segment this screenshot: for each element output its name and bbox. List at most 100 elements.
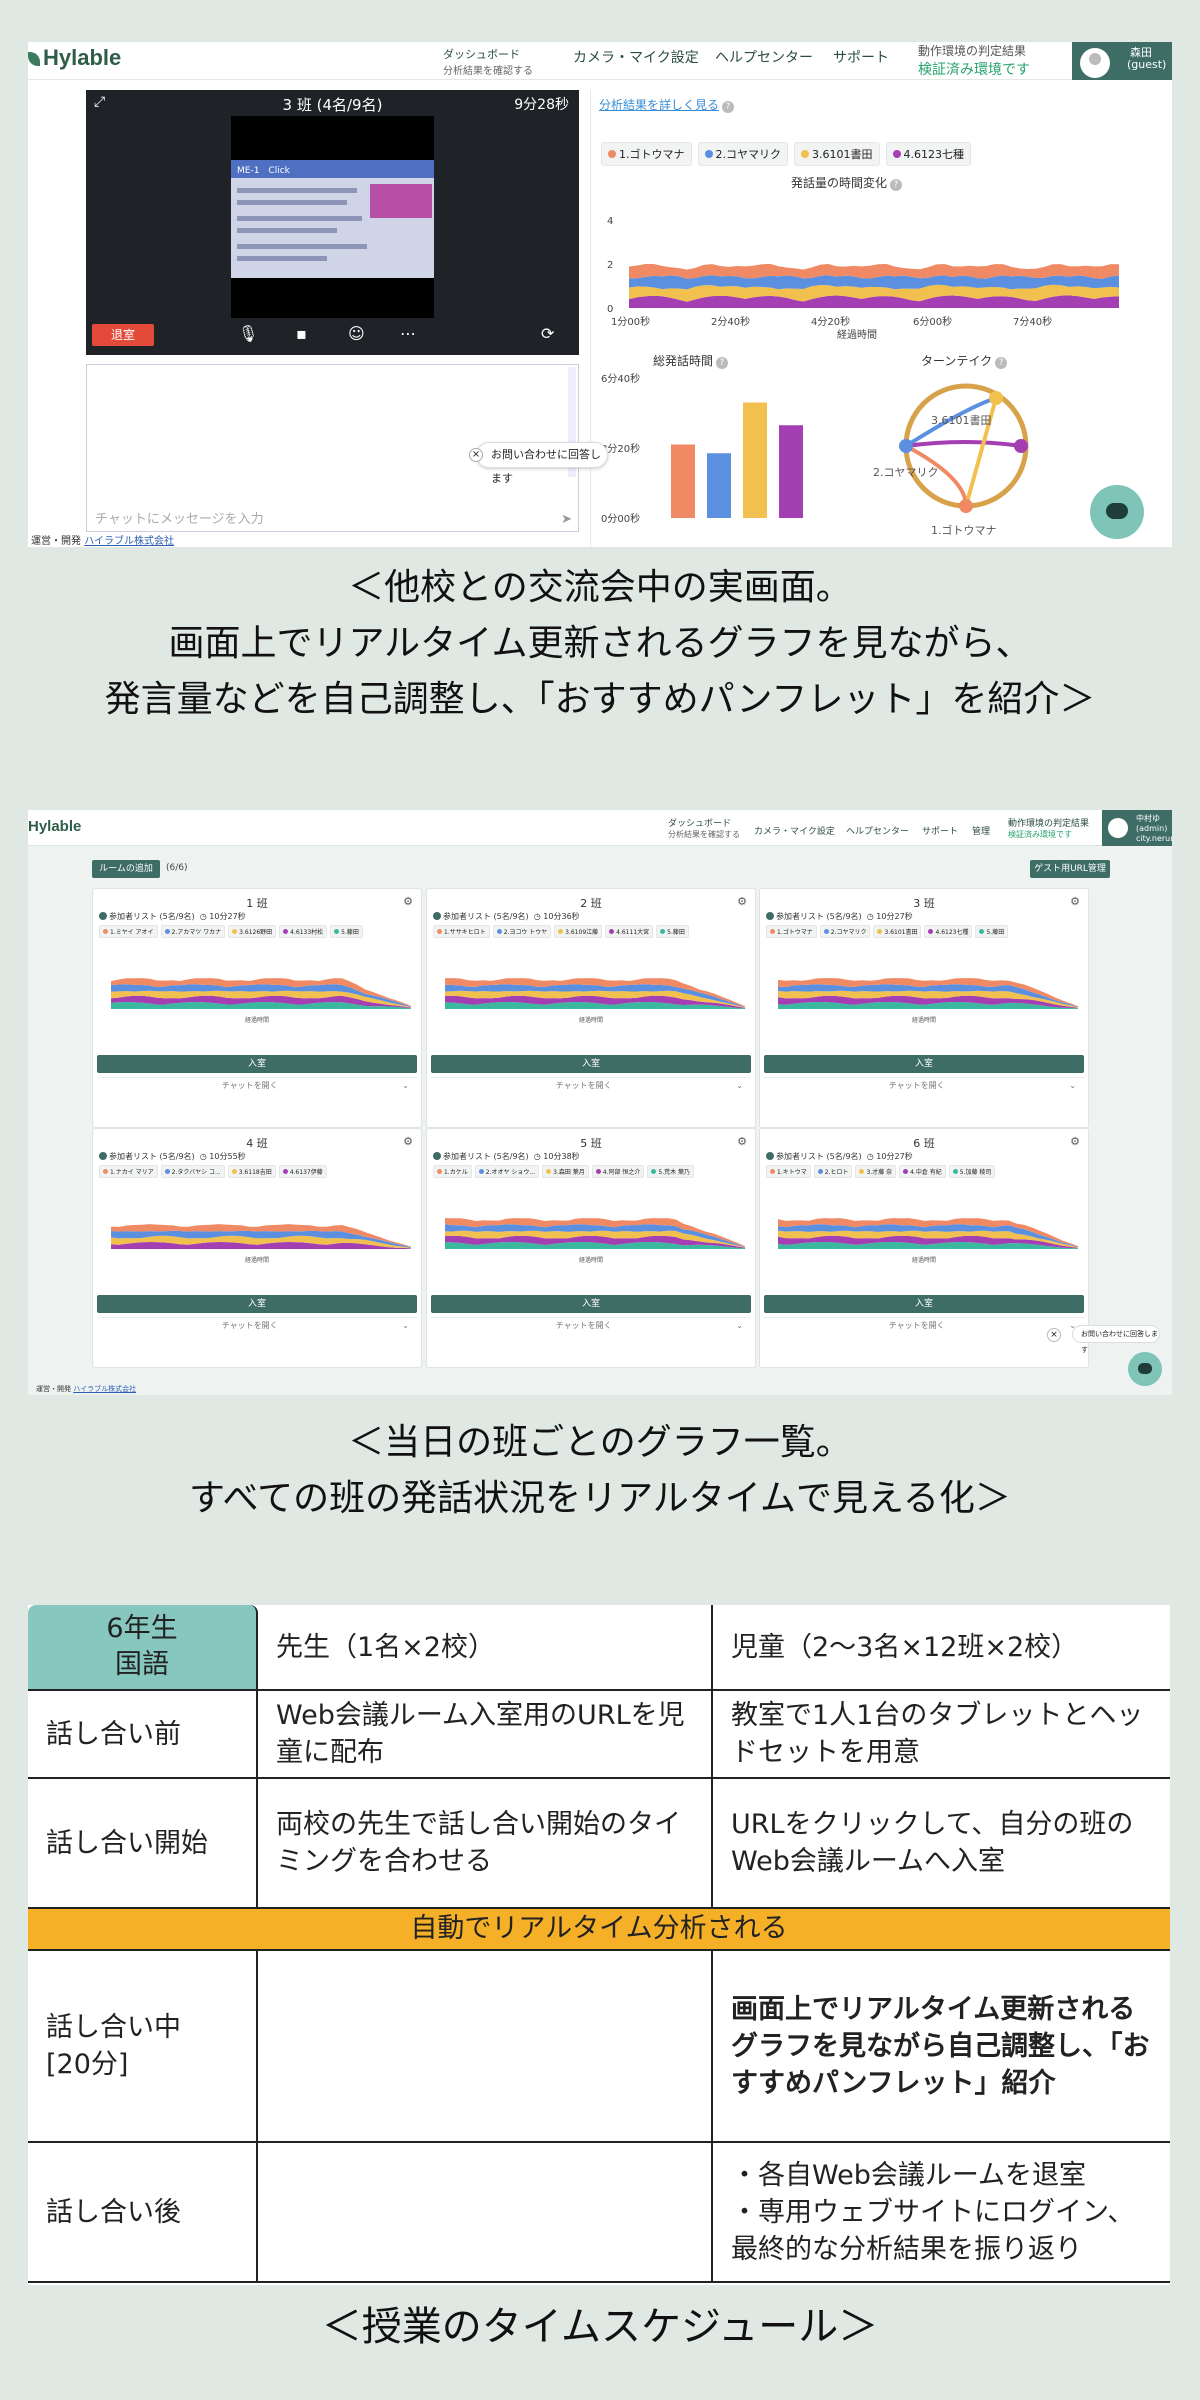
close-icon[interactable]: × bbox=[1047, 1328, 1061, 1342]
member-chip[interactable]: 3.6109江藤 bbox=[554, 925, 603, 938]
open-chat-toggle[interactable]: チャットを開く ⌄ bbox=[431, 1077, 751, 1093]
enter-room-button[interactable]: 入室 bbox=[97, 1295, 417, 1313]
gear-icon[interactable]: ⚙ bbox=[1070, 1135, 1080, 1148]
company-link[interactable]: ハイラブル株式会社 bbox=[84, 536, 174, 547]
gear-icon[interactable]: ⚙ bbox=[403, 1135, 413, 1148]
member-chip[interactable]: 3.森田 葉月 bbox=[542, 1165, 589, 1178]
nav-camera-mic[interactable]: カメラ・マイク設定 bbox=[573, 50, 699, 66]
member-chip[interactable]: 5.藤田 bbox=[975, 925, 1009, 938]
member-chip[interactable]: 4.6133村松 bbox=[279, 925, 328, 938]
member-chip[interactable]: 3.6118吉田 bbox=[227, 1165, 276, 1178]
x-tick-label: 2分40秒 bbox=[711, 315, 750, 328]
open-chat-toggle[interactable]: チャットを開く ⌄ bbox=[764, 1077, 1084, 1093]
emoji-icon[interactable]: ☺ bbox=[348, 324, 365, 343]
member-chip[interactable]: 1.ゴトウマナ bbox=[766, 925, 817, 938]
camera-off-icon[interactable]: ▪ bbox=[296, 324, 307, 343]
enter-room-button[interactable]: 入室 bbox=[431, 1295, 751, 1313]
help-icon[interactable]: ? bbox=[995, 357, 1008, 369]
nav-camera-mic[interactable]: カメラ・マイク設定 bbox=[754, 827, 835, 837]
chat-scrollbar[interactable] bbox=[568, 367, 576, 477]
gear-icon[interactable]: ⚙ bbox=[737, 895, 747, 908]
nav-help-center[interactable]: ヘルプセンター bbox=[715, 50, 813, 66]
nav-dashboard[interactable]: ダッシュボード 分析結果を確認する bbox=[668, 819, 740, 839]
member-chip[interactable]: 5.藤田 bbox=[656, 925, 689, 938]
company-link[interactable]: ハイラブル株式会社 bbox=[73, 1385, 137, 1393]
member-chip[interactable]: 2.オオヤ ショウ... bbox=[474, 1165, 540, 1178]
user-menu[interactable]: 中村ゆ (admin) city.nerumo bbox=[1102, 810, 1172, 846]
member-chip[interactable]: 4.6111大宮 bbox=[605, 925, 654, 938]
member-chip[interactable]: 2.タクバヤシ コ... bbox=[160, 1165, 225, 1178]
gear-icon[interactable]: ⚙ bbox=[403, 895, 413, 908]
x-axis-label: 経過時間 bbox=[578, 1017, 603, 1024]
nav-help-center[interactable]: ヘルプセンター bbox=[846, 827, 910, 837]
help-icon[interactable]: ? bbox=[722, 101, 735, 113]
member-chip[interactable]: 5.加藤 稜司 bbox=[948, 1165, 996, 1178]
member-chip[interactable]: 1.キトウマ bbox=[766, 1165, 811, 1178]
teacher-header: 先生（1名×2校） bbox=[258, 1605, 713, 1691]
inquiry-bubble[interactable]: お問い合わせに回答します bbox=[1072, 1325, 1160, 1354]
member-chip[interactable]: 1.ササキヒロト bbox=[433, 925, 490, 938]
chat-support-button[interactable] bbox=[1090, 485, 1144, 539]
nav-dashboard[interactable]: ダッシュボード 分析結果を確認する bbox=[443, 48, 533, 77]
legend-item[interactable]: 4.6123七種 bbox=[885, 142, 971, 166]
member-chip[interactable]: 2.ヨコウ トウヤ bbox=[492, 925, 552, 938]
nav-admin[interactable]: 管理 bbox=[972, 827, 991, 837]
legend-item[interactable]: 2.コヤマリク bbox=[697, 142, 788, 166]
member-chip[interactable]: 4.6123七種 bbox=[924, 925, 973, 938]
member-chip[interactable]: 4.6137伊藤 bbox=[278, 1165, 327, 1178]
open-chat-toggle[interactable]: チャットを開く ⌄ bbox=[431, 1317, 751, 1333]
turn-taking-title: ターンテイク? bbox=[921, 352, 1008, 369]
gear-icon[interactable]: ⚙ bbox=[737, 1135, 747, 1148]
environment-status[interactable]: 動作環境の判定結果 検証済み環境です bbox=[1008, 819, 1090, 839]
inquiry-bubble[interactable]: × お問い合わせに回答します bbox=[469, 442, 608, 485]
enter-room-button[interactable]: 入室 bbox=[431, 1055, 751, 1073]
send-icon[interactable]: ➤ bbox=[561, 512, 572, 527]
legend-item[interactable]: 3.6101書田 bbox=[794, 142, 880, 166]
help-icon[interactable]: ? bbox=[716, 357, 729, 369]
open-chat-toggle[interactable]: チャットを開く ⌄ bbox=[97, 1317, 417, 1333]
nav-support[interactable]: サポート bbox=[922, 827, 959, 837]
member-chip[interactable]: 5.荒木 葉乃 bbox=[647, 1165, 695, 1178]
open-chat-toggle[interactable]: チャットを開く ⌄ bbox=[764, 1317, 1084, 1333]
mic-off-icon[interactable]: 🎙 bbox=[238, 324, 259, 343]
leave-button[interactable]: 退室 bbox=[92, 324, 154, 346]
member-chip[interactable]: 1.カケル bbox=[433, 1165, 472, 1178]
x-axis-label: 経過時間 bbox=[578, 1257, 603, 1264]
member-chip[interactable]: 4.中倉 有紀 bbox=[899, 1165, 946, 1178]
member-chip[interactable]: 3.6101書田 bbox=[873, 925, 922, 938]
gear-icon[interactable]: ⚙ bbox=[1070, 895, 1080, 908]
member-chip[interactable]: 4.阿部 恒之介 bbox=[591, 1165, 645, 1178]
legend-item[interactable]: 1.ゴトウマナ bbox=[601, 142, 692, 166]
hylable-logo[interactable]: Hylable bbox=[28, 45, 121, 71]
nav-support[interactable]: サポート bbox=[833, 50, 889, 66]
member-chip[interactable]: 2.アカマツ ワカナ bbox=[160, 925, 226, 938]
enter-room-button[interactable]: 入室 bbox=[764, 1295, 1084, 1313]
member-chip[interactable]: 3.才藤 奈 bbox=[855, 1165, 897, 1178]
open-chat-toggle[interactable]: チャットを開く ⌄ bbox=[97, 1077, 417, 1093]
member-chip[interactable]: 3.6126野田 bbox=[228, 925, 277, 938]
member-chip[interactable]: 2.ヒロト bbox=[813, 1165, 853, 1178]
expand-icon[interactable]: ⤢ bbox=[94, 94, 106, 110]
more-icon[interactable]: ⋯ bbox=[400, 324, 416, 343]
y-tick-label: 3分20秒 bbox=[601, 442, 640, 455]
member-chip[interactable]: 5.藤田 bbox=[330, 925, 363, 938]
enter-room-button[interactable]: 入室 bbox=[97, 1055, 417, 1073]
guest-url-button[interactable]: ゲスト用URL管理 bbox=[1030, 860, 1110, 878]
enter-room-button[interactable]: 入室 bbox=[764, 1055, 1084, 1073]
close-icon[interactable]: × bbox=[469, 448, 483, 462]
member-chip[interactable]: 2.コヤマリク bbox=[819, 925, 871, 938]
refresh-icon[interactable]: ⟳ bbox=[541, 324, 555, 343]
room-meta: 参加者リスト (5名/9名) ◷ 10分38秒 bbox=[433, 1151, 580, 1162]
chat-input[interactable]: チャットにメッセージを入力 bbox=[95, 512, 264, 527]
hylable-logo[interactable]: Hylable bbox=[28, 818, 82, 835]
member-chip[interactable]: 1.ナカイ マリア bbox=[99, 1165, 158, 1178]
room-title: 3 班 (4名/9名) bbox=[282, 96, 383, 114]
environment-status[interactable]: 動作環境の判定結果 検証済み環境です bbox=[918, 44, 1030, 78]
chat-support-button[interactable] bbox=[1128, 1352, 1162, 1386]
video-panel: ⤢ 3 班 (4名/9名) 9分28秒 ME-1 Click 退室 🎙 ▪ ☺ … bbox=[86, 90, 579, 355]
help-icon[interactable]: ? bbox=[890, 179, 903, 191]
member-chip[interactable]: 1.ミヤイ アオイ bbox=[99, 925, 158, 938]
detail-analysis-link[interactable]: 分析結果を詳しく見る? bbox=[599, 96, 735, 113]
user-menu[interactable]: 森田 (guest) bbox=[1072, 42, 1172, 80]
add-room-button[interactable]: ルームの追加 bbox=[92, 860, 160, 878]
